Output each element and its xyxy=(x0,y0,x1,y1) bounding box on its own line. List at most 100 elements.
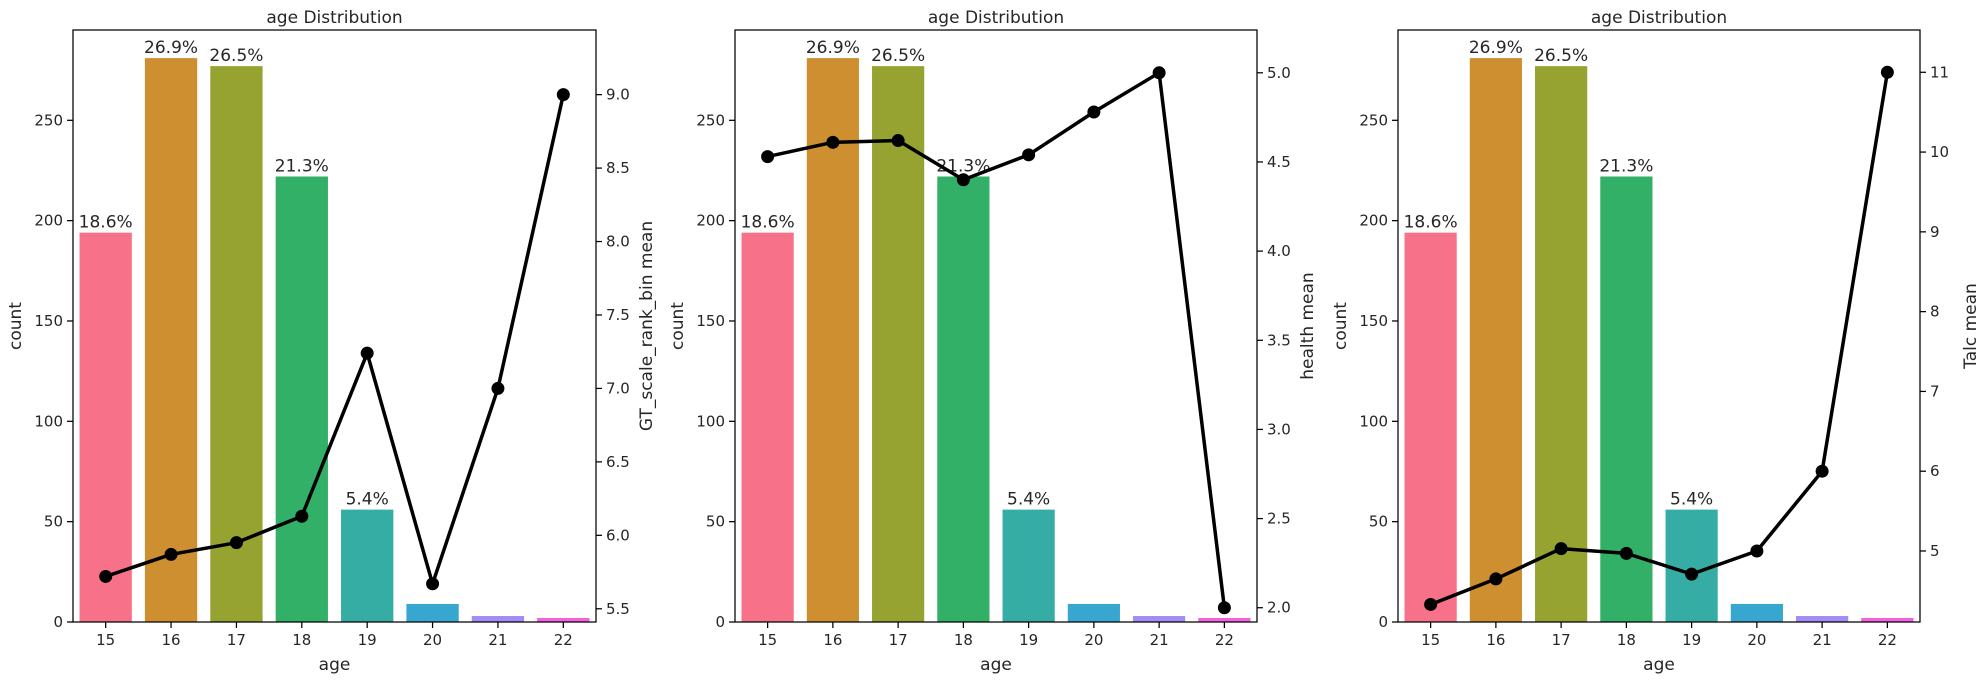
mean-point-22 xyxy=(1880,65,1894,79)
y2-tick-label: 5.0 xyxy=(1267,64,1291,82)
y-tick-label: 200 xyxy=(34,212,63,230)
y2-tick-label: 5 xyxy=(1930,542,1940,560)
y-tick-label: 150 xyxy=(696,312,725,330)
mean-point-18 xyxy=(295,509,309,523)
x-tick-label: 17 xyxy=(227,631,246,649)
y2-tick-label: 6.0 xyxy=(606,526,630,544)
y-tick-label: 0 xyxy=(53,613,63,631)
bar-label-19: 5.4% xyxy=(346,490,389,510)
bar-22 xyxy=(537,617,590,622)
bar-15 xyxy=(741,232,794,622)
y2-tick-label: 3.5 xyxy=(1267,331,1291,349)
bar-15 xyxy=(79,232,132,622)
mean-point-16 xyxy=(1489,572,1503,586)
x-tick-label: 22 xyxy=(1215,631,1234,649)
mean-point-15 xyxy=(761,150,775,164)
x-tick-label: 16 xyxy=(162,631,181,649)
mean-line xyxy=(105,94,566,586)
bar-label-19: 5.4% xyxy=(1007,490,1050,510)
bar-16 xyxy=(1469,58,1522,623)
y-tick-label: 100 xyxy=(696,412,725,430)
mean-point-17 xyxy=(229,536,243,550)
x-tick-label: 20 xyxy=(1747,631,1766,649)
bar-label-19: 5.4% xyxy=(1670,490,1713,510)
y-tick-label: 50 xyxy=(44,513,63,531)
bar-label-17: 26.5% xyxy=(871,46,925,66)
y2-tick-label: 7.5 xyxy=(606,306,630,324)
bar-15 xyxy=(1404,232,1457,622)
y-tick-label: 50 xyxy=(1369,513,1388,531)
mean-point-20 xyxy=(1750,544,1764,558)
mean-line xyxy=(1429,72,1890,607)
bar-label-16: 26.9% xyxy=(806,38,860,58)
y2-tick-label: 3.0 xyxy=(1267,420,1291,438)
y2-tick-label: 8.5 xyxy=(606,159,630,177)
chart-title: age Distribution xyxy=(1591,8,1727,28)
chart-panel-3: 18.6% 26.9% 26.5% 21.3% 5.4% 0 50 100 150 200 250 5… xyxy=(1331,8,1981,675)
mean-line xyxy=(767,71,1227,608)
x-tick-label: 17 xyxy=(1552,631,1571,649)
mean-point-21 xyxy=(1152,66,1166,80)
chart-title: age Distribution xyxy=(266,8,402,28)
y2-tick-label: 7.0 xyxy=(606,379,630,397)
mean-point-22 xyxy=(1217,601,1231,615)
y2-tick-label: 4.0 xyxy=(1267,242,1291,260)
y2-tick-label: 2.5 xyxy=(1267,510,1291,528)
bar-label-15: 18.6% xyxy=(1404,213,1458,233)
bar-18 xyxy=(937,176,990,622)
y-tick-label: 150 xyxy=(34,312,63,330)
y2-tick-label: 10 xyxy=(1930,143,1949,161)
mean-point-15 xyxy=(1424,597,1438,611)
y2-tick-label: 6.5 xyxy=(606,453,630,471)
bar-label-16: 26.9% xyxy=(144,38,198,58)
bar-17 xyxy=(1535,66,1588,623)
y2-axis-label: health mean xyxy=(1298,272,1318,379)
bar-label-17: 26.5% xyxy=(209,46,263,66)
y-tick-label: 50 xyxy=(706,513,725,531)
x-tick-label: 22 xyxy=(554,631,573,649)
x-tick-label: 16 xyxy=(823,631,842,649)
mean-point-19 xyxy=(360,346,374,360)
plot-frame xyxy=(72,29,597,623)
x-tick-label: 19 xyxy=(358,631,377,649)
bar-22 xyxy=(1198,617,1251,622)
mean-point-16 xyxy=(826,135,840,149)
y2-tick-label: 8 xyxy=(1930,303,1940,321)
bar-label-17: 26.5% xyxy=(1534,46,1588,66)
mean-point-17 xyxy=(891,134,905,148)
mean-point-21 xyxy=(491,381,505,395)
mean-point-15 xyxy=(99,569,113,583)
mean-point-16 xyxy=(164,547,178,561)
x-tick-label: 15 xyxy=(1421,631,1440,649)
mean-point-21 xyxy=(1815,464,1829,478)
x-tick-label: 22 xyxy=(1878,631,1897,649)
y-tick-label: 0 xyxy=(715,613,725,631)
y-tick-label: 200 xyxy=(696,212,725,230)
bar-label-15: 18.6% xyxy=(741,213,795,233)
x-tick-label: 21 xyxy=(488,631,507,649)
chart-panel-2: 18.6%26.9% 26.5%21.3%5.4%0501001502002502… xyxy=(668,8,1318,675)
bar-20 xyxy=(1067,603,1120,622)
y-tick-label: 100 xyxy=(1359,412,1388,430)
y-tick-label: 150 xyxy=(1359,312,1388,330)
bar-label-15: 18.6% xyxy=(79,213,133,233)
bar-17 xyxy=(210,66,263,623)
x-tick-label: 21 xyxy=(1813,631,1832,649)
y-tick-label: 0 xyxy=(1378,613,1388,631)
y2-axis-label: GT_scale_rank_bin mean xyxy=(637,221,657,431)
mean-point-19 xyxy=(1685,567,1699,581)
bar-19 xyxy=(1002,509,1055,622)
bar-18 xyxy=(275,176,328,622)
bar-21 xyxy=(1133,615,1186,622)
bar-16 xyxy=(806,58,859,623)
y2-tick-label: 6 xyxy=(1930,462,1940,480)
plot-frame xyxy=(734,29,1258,623)
bar-19 xyxy=(341,509,394,622)
bar-16 xyxy=(144,58,198,623)
bar-22 xyxy=(1861,617,1914,622)
y-axis-label: count xyxy=(6,302,26,350)
bar-label-18: 21.3% xyxy=(1599,156,1653,176)
mean-point-17 xyxy=(1554,542,1568,556)
x-tick-label: 18 xyxy=(954,631,973,649)
